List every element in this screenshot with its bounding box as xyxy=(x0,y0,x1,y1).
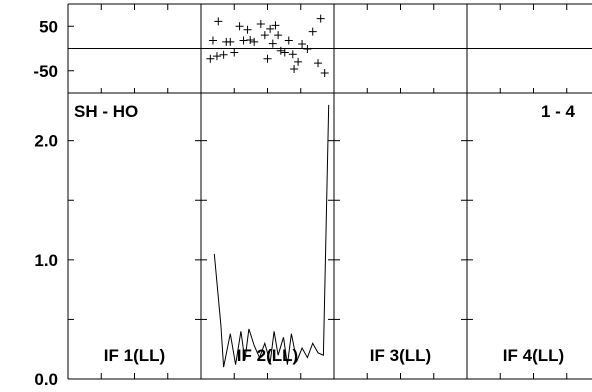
scatter-point xyxy=(235,22,244,31)
upper-y-tick-label: -50 xyxy=(33,62,58,81)
title-right: 1 - 4 xyxy=(541,102,576,121)
scatter-point xyxy=(280,48,289,57)
scatter-point xyxy=(298,40,307,49)
scatter-point xyxy=(208,36,217,45)
scatter-point xyxy=(268,39,277,48)
scatter-point xyxy=(320,68,329,77)
scatter-point xyxy=(243,25,252,34)
lower-y-ticks: 0.0 1.0 2.0 xyxy=(34,132,473,389)
lower-line-series xyxy=(213,104,330,368)
panel-label-2: IF 2(LL) xyxy=(237,346,298,365)
scatter-point xyxy=(263,54,272,63)
scatter-point xyxy=(288,50,297,59)
scatter-point xyxy=(316,14,325,23)
scatter-point xyxy=(290,64,299,73)
title-left: SH - HO xyxy=(74,102,138,121)
scatter-point xyxy=(274,31,283,40)
scatter-point xyxy=(276,46,285,55)
panel-frames xyxy=(67,3,592,380)
scatter-point xyxy=(294,57,303,66)
scatter-point xyxy=(271,21,280,30)
upper-y-tick-label: 50 xyxy=(39,17,58,36)
scatter-point xyxy=(266,24,275,33)
scatter-point xyxy=(256,20,265,29)
lower-y-tick-label: 2.0 xyxy=(34,132,58,151)
scatter-point xyxy=(314,59,323,68)
scatter-point xyxy=(250,37,259,46)
scatter-point xyxy=(308,27,317,36)
scatter-point xyxy=(226,37,235,46)
scatter-point xyxy=(219,50,228,59)
scatter-point xyxy=(230,48,239,57)
lower-y-tick-label: 0.0 xyxy=(34,370,58,389)
scatter-point xyxy=(284,36,293,45)
scatter-point xyxy=(246,36,255,45)
upper-scatter-series xyxy=(206,14,329,77)
lower-y-tick-label: 1.0 xyxy=(34,251,58,270)
scatter-point xyxy=(260,31,269,40)
line-series xyxy=(213,104,330,368)
panel-label-4: IF 4(LL) xyxy=(503,346,564,365)
scatter-point xyxy=(212,52,221,61)
scatter-point xyxy=(214,17,223,26)
panel-labels: SH - HO 1 - 4 IF 1(LL) IF 2(LL) IF 3(LL) IF… xyxy=(74,102,576,365)
panel-label-1: IF 1(LL) xyxy=(104,346,165,365)
scatter-point xyxy=(303,44,312,53)
scatter-point xyxy=(206,54,215,63)
panel-label-3: IF 3(LL) xyxy=(370,346,431,365)
upper-y-ticks: 50 -50 xyxy=(33,4,568,379)
